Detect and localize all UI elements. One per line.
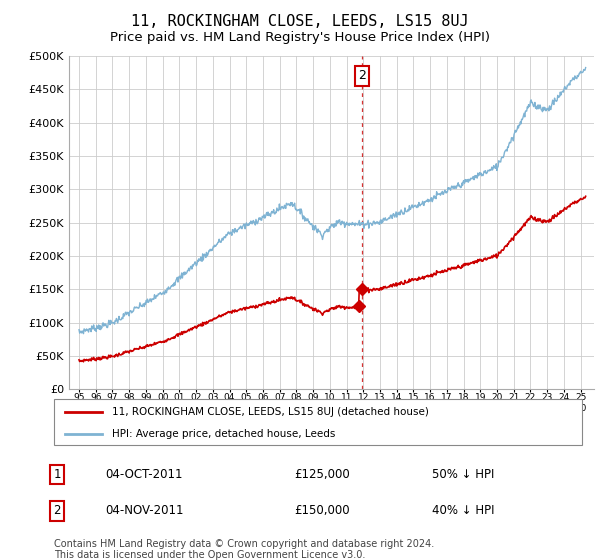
Text: Price paid vs. HM Land Registry's House Price Index (HPI): Price paid vs. HM Land Registry's House … xyxy=(110,31,490,44)
Text: 40% ↓ HPI: 40% ↓ HPI xyxy=(432,504,494,517)
Text: £150,000: £150,000 xyxy=(294,504,350,517)
Text: 11, ROCKINGHAM CLOSE, LEEDS, LS15 8UJ (detached house): 11, ROCKINGHAM CLOSE, LEEDS, LS15 8UJ (d… xyxy=(112,407,429,417)
FancyBboxPatch shape xyxy=(54,399,582,445)
Text: 1: 1 xyxy=(53,468,61,481)
Text: Contains HM Land Registry data © Crown copyright and database right 2024.
This d: Contains HM Land Registry data © Crown c… xyxy=(54,539,434,560)
Text: 2: 2 xyxy=(53,504,61,517)
Text: 50% ↓ HPI: 50% ↓ HPI xyxy=(432,468,494,481)
Text: 04-OCT-2011: 04-OCT-2011 xyxy=(105,468,182,481)
Text: HPI: Average price, detached house, Leeds: HPI: Average price, detached house, Leed… xyxy=(112,429,335,438)
Text: £125,000: £125,000 xyxy=(294,468,350,481)
Text: 11, ROCKINGHAM CLOSE, LEEDS, LS15 8UJ: 11, ROCKINGHAM CLOSE, LEEDS, LS15 8UJ xyxy=(131,14,469,29)
Text: 04-NOV-2011: 04-NOV-2011 xyxy=(105,504,184,517)
Text: 2: 2 xyxy=(358,69,366,82)
